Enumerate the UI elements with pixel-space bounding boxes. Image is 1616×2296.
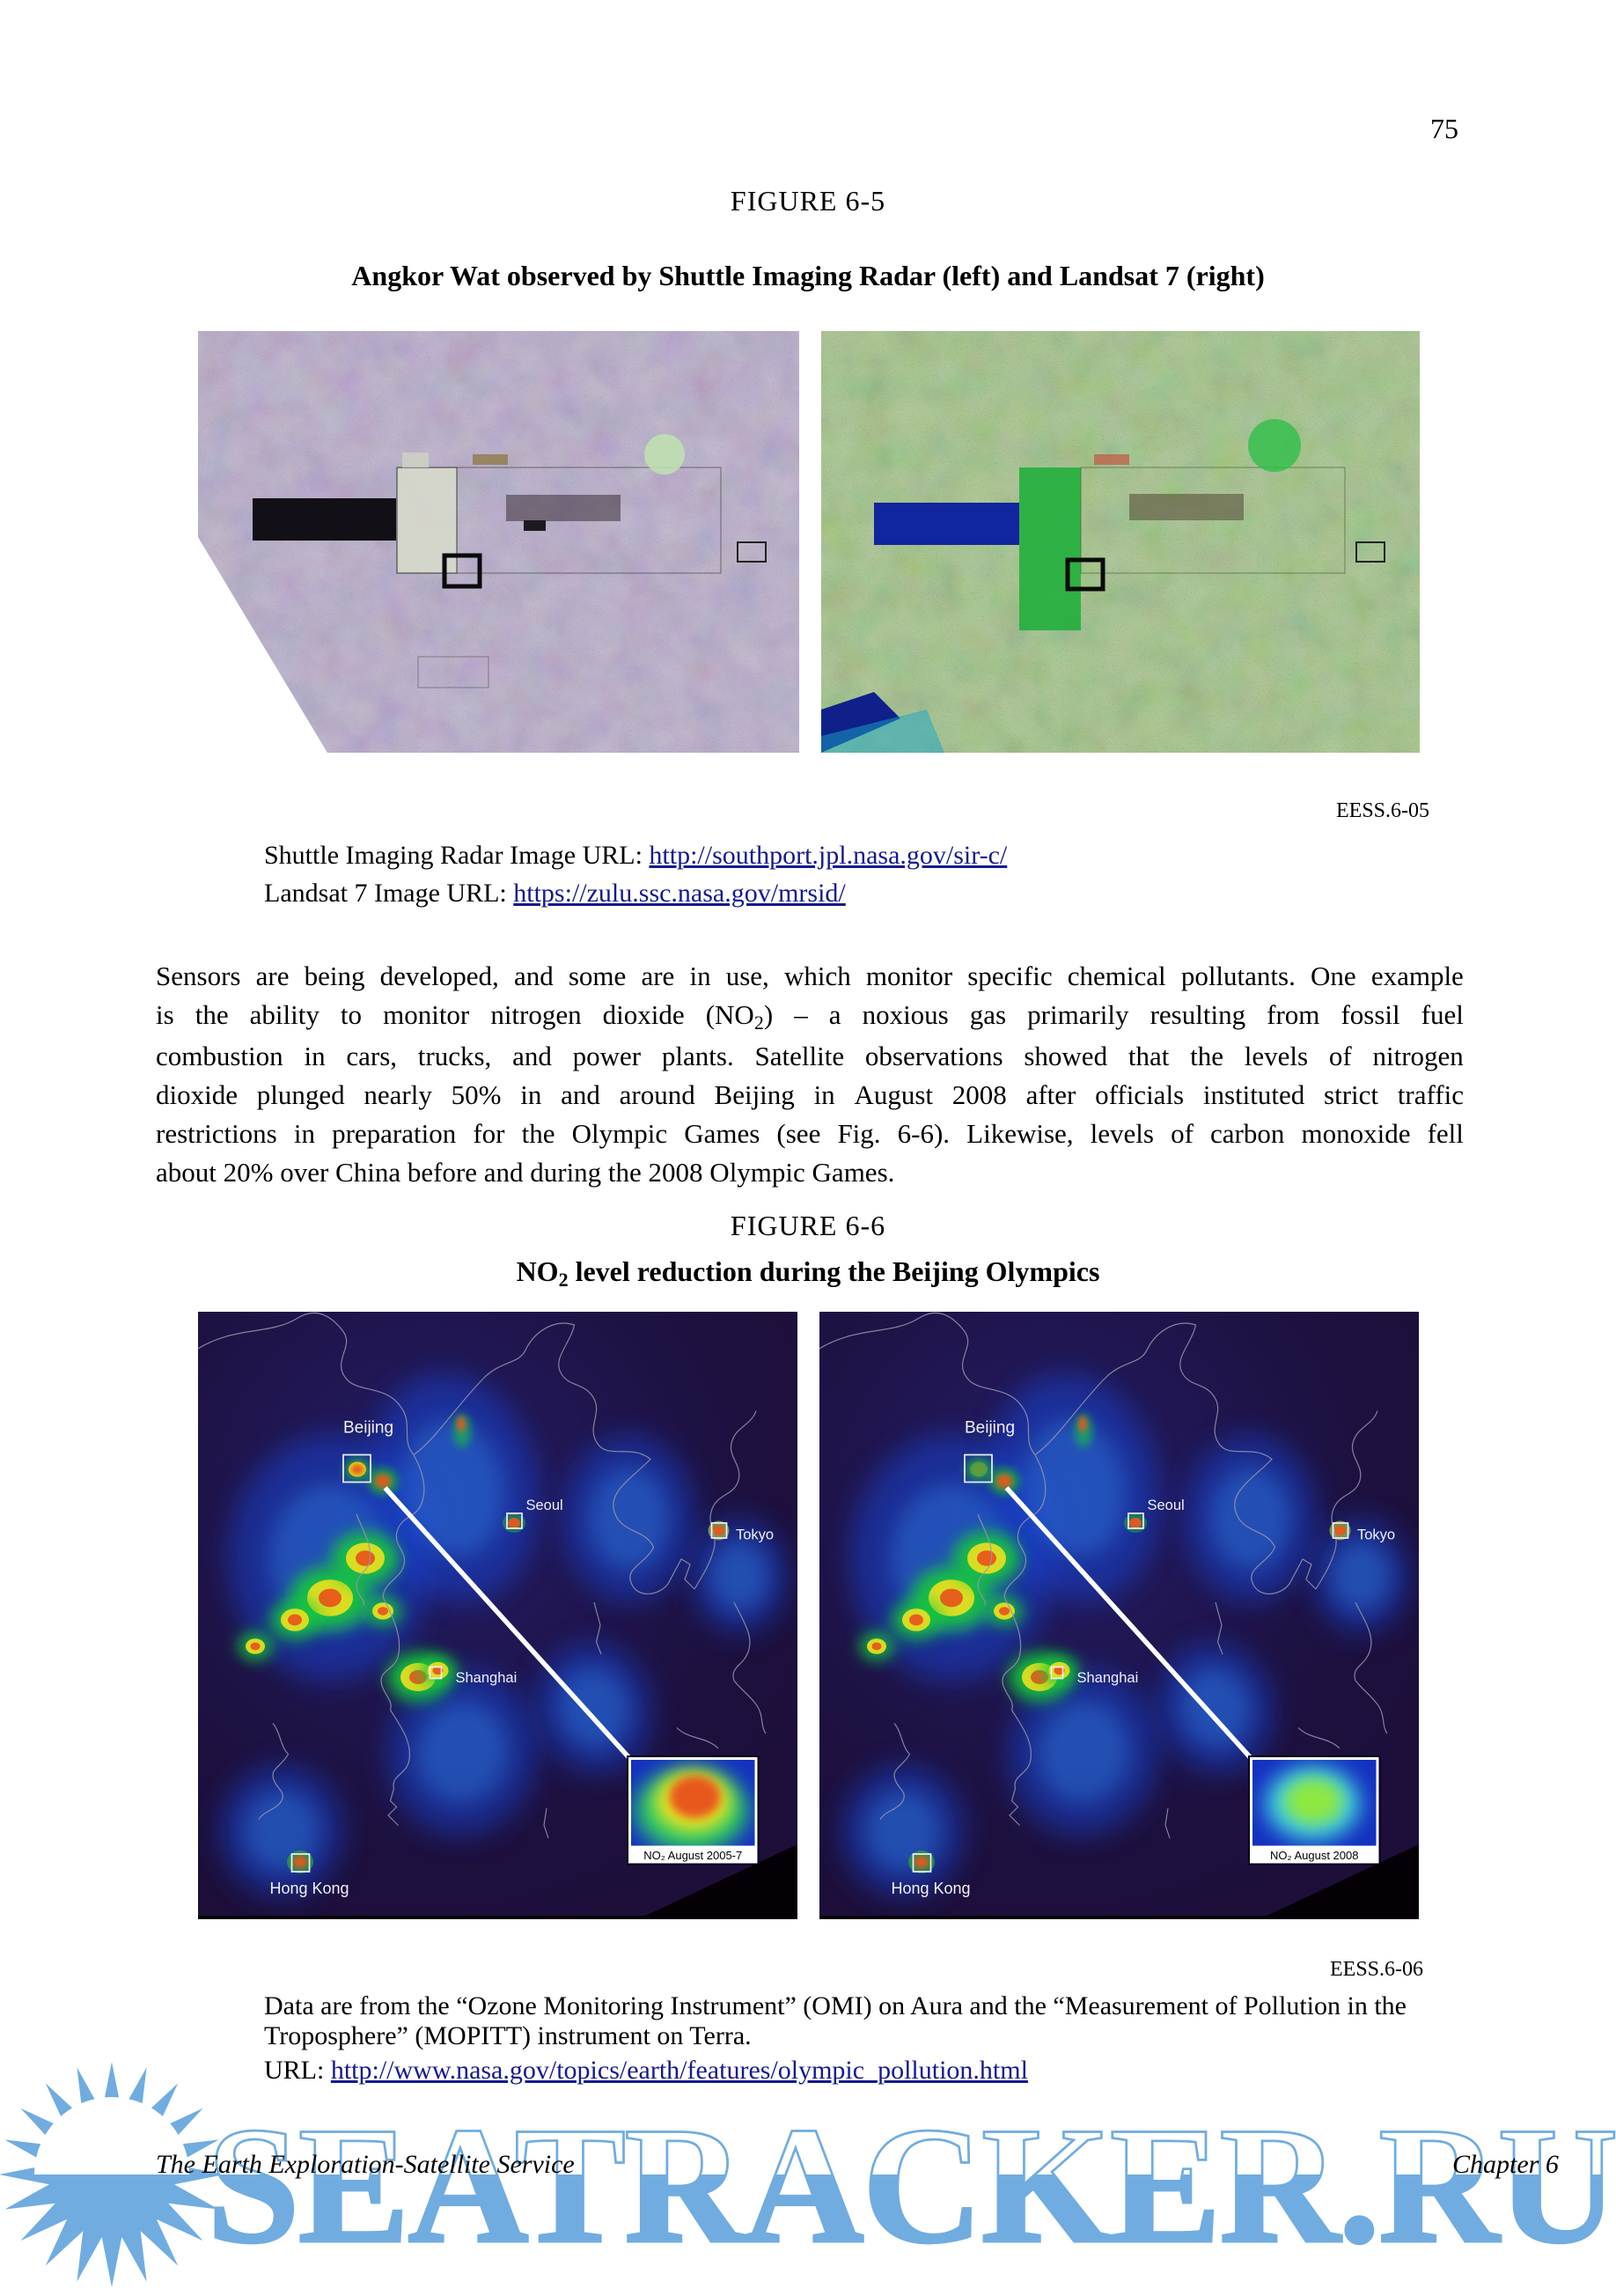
svg-text:Hong Kong: Hong Kong xyxy=(892,1880,971,1897)
svg-text:Tokyo: Tokyo xyxy=(736,1527,774,1543)
svg-text:Hong Kong: Hong Kong xyxy=(270,1880,349,1897)
svg-text:Tokyo: Tokyo xyxy=(1357,1527,1395,1543)
svg-text:SEATRACKER.RU: SEATRACKER.RU xyxy=(207,2094,1616,2278)
svg-text:NO₂ August 2008: NO₂ August 2008 xyxy=(1270,1849,1358,1862)
svg-text:SEATRACKER.RU: SEATRACKER.RU xyxy=(207,2094,1616,2278)
svg-text:Beijing: Beijing xyxy=(343,1419,393,1438)
svg-text:NO₂ August 2005-7: NO₂ August 2005-7 xyxy=(643,1849,742,1862)
svg-text:Shanghai: Shanghai xyxy=(456,1670,518,1686)
svg-text:Seoul: Seoul xyxy=(526,1498,563,1513)
svg-text:Seoul: Seoul xyxy=(1148,1498,1185,1513)
svg-text:Beijing: Beijing xyxy=(965,1419,1015,1438)
svg-text:Shanghai: Shanghai xyxy=(1077,1670,1139,1686)
svg-text:SEATRACKER.RU: SEATRACKER.RU xyxy=(207,2094,1616,2278)
svg-text:SEATRACKER.RU: SEATRACKER.RU xyxy=(207,2094,1616,2278)
